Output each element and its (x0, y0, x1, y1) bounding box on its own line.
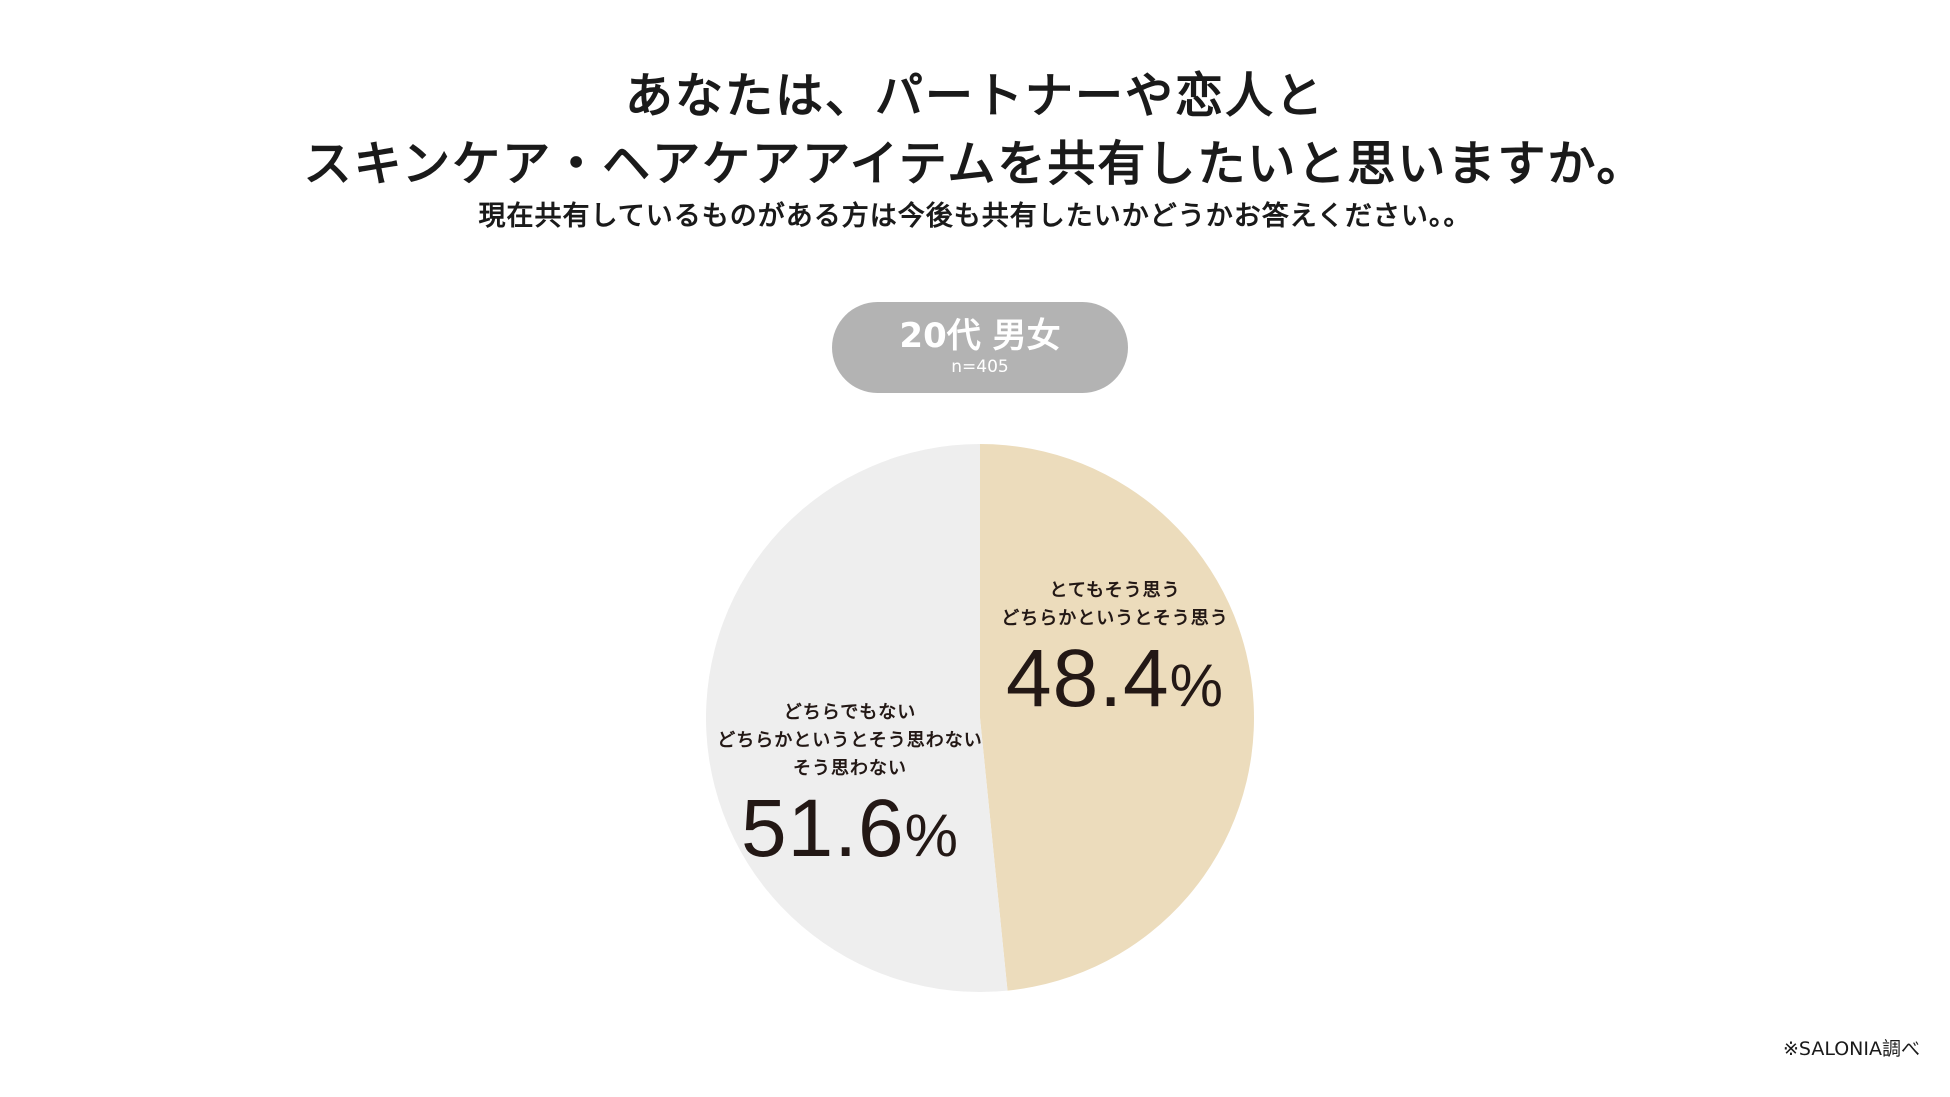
value-agree: 48.4% (960, 633, 1270, 732)
title-line-1: あなたは、パートナーや恋人と (624, 68, 1325, 124)
label-agree-line-2: どちらかというとそう思う (1001, 608, 1229, 629)
label-disagree: どちらでもない どちらかというとそう思わない そう思わない 51.6% (700, 699, 1000, 882)
pie-slice-disagree (705, 444, 1008, 992)
value-agree-number: 48.4 (1006, 633, 1170, 724)
label-disagree-line-2: どちらかというとそう思わない (717, 730, 983, 751)
source-note: ※SALONIA調べ (1782, 1038, 1920, 1060)
value-agree-unit: % (1169, 652, 1224, 719)
badge-sample-size: n=405 (951, 357, 1009, 377)
label-agree-line-1: とてもそう思う (1049, 580, 1181, 601)
value-disagree-number: 51.6 (741, 783, 905, 874)
subtitle: 現在共有しているものがある方は今後も共有したいかどうかお答えください。。 (478, 201, 1472, 232)
pie-slice-agree (980, 444, 1254, 991)
sample-badge: 20代 男女 n=405 (832, 302, 1128, 393)
title-line-2: スキンケア・ヘアケアアイテムを共有したいと思いますか。 (303, 136, 1647, 192)
badge-label: 20代 男女 (899, 316, 1061, 356)
value-disagree: 51.6% (700, 783, 1000, 882)
label-disagree-line-3: そう思わない (793, 758, 907, 779)
label-disagree-line-1: どちらでもない (783, 702, 917, 723)
label-agree: とてもそう思う どちらかというとそう思う 48.4% (960, 577, 1270, 732)
value-disagree-unit: % (904, 802, 959, 869)
